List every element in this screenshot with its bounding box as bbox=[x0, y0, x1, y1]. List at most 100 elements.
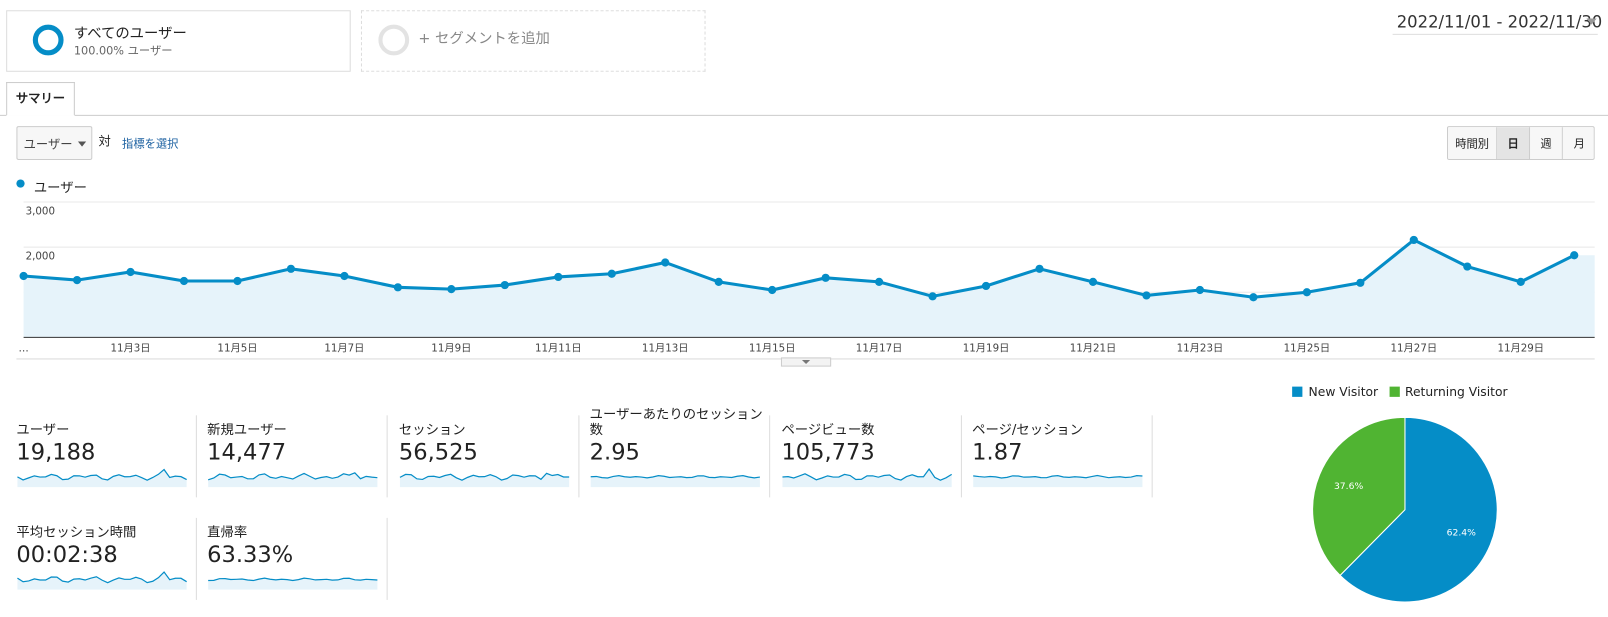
sparkline bbox=[208, 577, 378, 582]
legend-label: ユーザー bbox=[33, 180, 87, 196]
data-point bbox=[179, 276, 189, 286]
segment-ring bbox=[32, 24, 64, 56]
data-point bbox=[928, 292, 937, 301]
data-point bbox=[233, 276, 242, 286]
data-point bbox=[393, 283, 402, 292]
metric-value: 1.87 bbox=[972, 439, 1023, 466]
pie-label: 37.6% bbox=[1334, 481, 1364, 492]
sparkline-area bbox=[973, 475, 1143, 488]
x-tick-label: 11月23日 bbox=[1177, 343, 1224, 355]
date-range[interactable]: 2022/11/01 - 2022/11/30 bbox=[1396, 12, 1603, 32]
metric-value: 63.33% bbox=[207, 542, 294, 569]
x-tick-label: 11月27日 bbox=[1391, 343, 1438, 355]
metric-tile: ページ/セッション 1.87 bbox=[972, 415, 1153, 498]
data-point bbox=[1409, 235, 1418, 245]
sparkline-area bbox=[399, 473, 570, 488]
pie-slice bbox=[1339, 416, 1498, 603]
pie-slice bbox=[1312, 416, 1406, 577]
sparkline bbox=[399, 472, 570, 481]
metric-tile: 新規ユーザー 14,477 bbox=[207, 415, 388, 498]
data-point bbox=[1088, 277, 1098, 286]
x-tick-label: … bbox=[18, 343, 28, 355]
data-point bbox=[340, 271, 349, 281]
metric-label: セッション bbox=[398, 422, 466, 438]
metric-label: ページビュー数 bbox=[781, 422, 875, 438]
x-tick-label: 11月13日 bbox=[642, 343, 689, 355]
data-point bbox=[875, 277, 884, 286]
area bbox=[23, 239, 1595, 338]
metric-tile: ページビュー数 105,773 bbox=[781, 415, 962, 498]
metric-tile: ユーザー 19,188 bbox=[16, 415, 197, 498]
data-point bbox=[661, 258, 670, 267]
data-point bbox=[19, 271, 28, 281]
granularity-button[interactable]: 月 bbox=[1562, 127, 1594, 159]
legend-dot bbox=[16, 179, 25, 188]
metric-label: 新規ユーザー bbox=[207, 422, 287, 438]
x-tick-label: 11月11日 bbox=[535, 343, 582, 355]
segment-share: 100.00% ユーザー bbox=[73, 44, 173, 58]
sparkline bbox=[973, 474, 1143, 479]
data-point bbox=[72, 275, 82, 285]
x-tick-label: 11月5日 bbox=[217, 343, 257, 355]
add-segment-label[interactable]: + セグメントを追加 bbox=[418, 30, 550, 48]
x-tick-label: 11月21日 bbox=[1070, 343, 1117, 355]
select-metric-link[interactable]: 指標を選択 bbox=[122, 137, 179, 151]
date-caret bbox=[1586, 18, 1597, 25]
metric-tile: 直帰率 63.33% bbox=[207, 517, 388, 600]
date-underline bbox=[1392, 33, 1598, 35]
metric-label: 直帰率 bbox=[207, 525, 248, 541]
metric-value: 00:02:38 bbox=[16, 542, 118, 569]
data-point bbox=[1249, 293, 1258, 302]
dropdown-caret bbox=[77, 141, 87, 147]
data-point bbox=[1356, 278, 1365, 287]
metric-value: 56,525 bbox=[398, 439, 478, 466]
granularity-button[interactable]: 週 bbox=[1530, 127, 1563, 159]
sparkline bbox=[782, 468, 952, 481]
x-tick-label: 11月17日 bbox=[856, 343, 903, 355]
add-segment-card[interactable] bbox=[360, 10, 706, 72]
metric-label: ページ/セッション bbox=[972, 422, 1084, 438]
pie-legend-label: Returning Visitor bbox=[1404, 384, 1508, 399]
granularity-button[interactable]: 時間別 bbox=[1448, 127, 1498, 159]
data-point bbox=[821, 273, 830, 282]
segment-name: すべてのユーザー bbox=[73, 25, 187, 43]
metric-label: ユーザー bbox=[16, 422, 70, 438]
y-tick-label: 2,000 bbox=[26, 250, 55, 262]
metric-label: ユーザーあたりのセッション数 bbox=[589, 407, 763, 438]
x-tick-label: 11月15日 bbox=[749, 343, 796, 355]
data-point bbox=[286, 264, 296, 273]
segment-card[interactable] bbox=[6, 10, 351, 72]
data-point bbox=[981, 281, 991, 291]
data-point bbox=[1516, 277, 1525, 286]
x-tick-label: 11月7日 bbox=[324, 343, 364, 355]
line bbox=[23, 238, 1575, 299]
data-point bbox=[714, 277, 723, 286]
data-point bbox=[1035, 264, 1044, 273]
pie-legend-label: New Visitor bbox=[1308, 384, 1379, 399]
data-point bbox=[1302, 288, 1311, 297]
sparkline-area bbox=[208, 472, 378, 488]
data-point bbox=[500, 280, 509, 290]
data-point bbox=[1195, 285, 1205, 295]
sparkline-area bbox=[590, 475, 760, 488]
data-point bbox=[607, 269, 616, 278]
metric-value: 105,773 bbox=[781, 439, 875, 466]
x-tick-label: 11月3日 bbox=[110, 343, 150, 355]
sparkline-area bbox=[17, 469, 187, 488]
y-tick-label: 3,000 bbox=[26, 205, 55, 217]
metric-tile: ユーザーあたりのセッション数 2.95 bbox=[590, 407, 771, 498]
summary-tab[interactable]: サマリー bbox=[6, 82, 75, 116]
data-point bbox=[554, 272, 563, 282]
data-point bbox=[126, 267, 135, 277]
x-tick-label: 11月25日 bbox=[1284, 343, 1331, 355]
data-point bbox=[1570, 251, 1579, 260]
pie-legend-swatch bbox=[1389, 386, 1400, 397]
sparkline-area bbox=[17, 572, 187, 590]
metric-value: 19,188 bbox=[16, 439, 96, 466]
metric-value: 14,477 bbox=[207, 439, 287, 466]
sparkline bbox=[17, 468, 187, 481]
granularity-button[interactable]: 日 bbox=[1497, 127, 1531, 159]
sparkline-area bbox=[208, 578, 378, 590]
